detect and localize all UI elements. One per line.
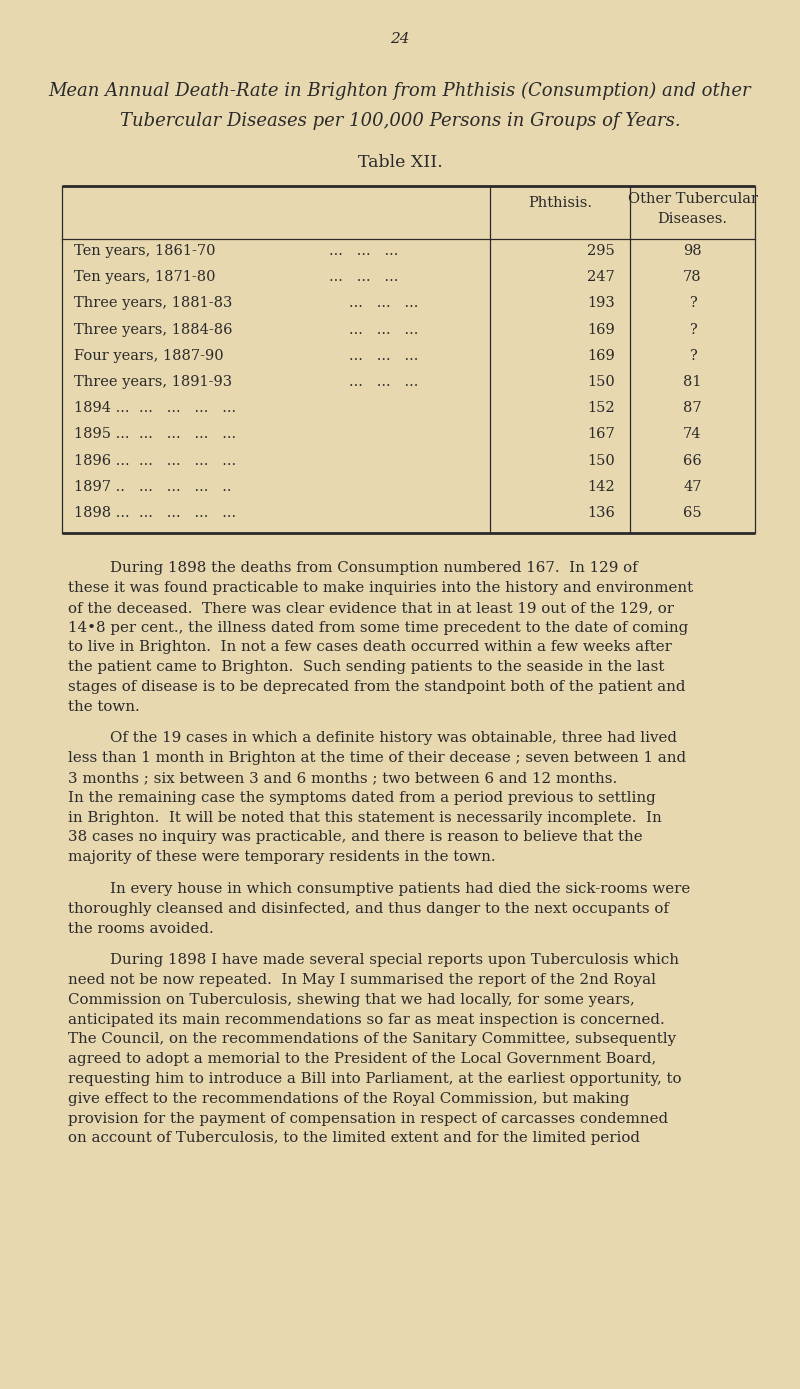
Text: ...   ...   ...: ... ... ... [349, 349, 418, 363]
Text: In every house in which consumptive patients had died the sick-rooms were: In every house in which consumptive pati… [110, 882, 690, 896]
Text: 247: 247 [587, 271, 615, 285]
Text: Other Tubercular: Other Tubercular [627, 192, 758, 206]
Text: 1897 ..: 1897 .. [74, 479, 125, 494]
Text: ?: ? [689, 296, 696, 310]
Text: ...   ...   ...: ... ... ... [329, 244, 398, 258]
Text: 169: 169 [587, 322, 615, 336]
Text: Phthisis.: Phthisis. [528, 196, 592, 210]
Text: 152: 152 [587, 401, 615, 415]
Text: need not be now repeated.  In May I summarised the report of the 2nd Royal: need not be now repeated. In May I summa… [68, 974, 656, 988]
Text: 150: 150 [587, 375, 615, 389]
Text: Of the 19 cases in which a definite history was obtainable, three had lived: Of the 19 cases in which a definite hist… [110, 732, 677, 746]
Text: the patient came to Brighton.  Such sending patients to the seaside in the last: the patient came to Brighton. Such sendi… [68, 660, 664, 674]
Text: ...   ...   ...: ... ... ... [329, 271, 398, 285]
Text: give effect to the recommendations of the Royal Commission, but making: give effect to the recommendations of th… [68, 1092, 630, 1106]
Text: these it was found practicable to make inquiries into the history and environmen: these it was found practicable to make i… [68, 581, 693, 594]
Text: The Council, on the recommendations of the Sanitary Committee, subsequently: The Council, on the recommendations of t… [68, 1032, 676, 1046]
Text: ...   ...   ...: ... ... ... [349, 375, 418, 389]
Text: less than 1 month in Brighton at the time of their decease ; seven between 1 and: less than 1 month in Brighton at the tim… [68, 751, 686, 765]
Text: 169: 169 [587, 349, 615, 363]
Text: 1895 ...: 1895 ... [74, 428, 130, 442]
Text: Commission on Tuberculosis, shewing that we had locally, for some years,: Commission on Tuberculosis, shewing that… [68, 993, 634, 1007]
Text: Three years, 1881-83: Three years, 1881-83 [74, 296, 232, 310]
Text: Ten years, 1861-70: Ten years, 1861-70 [74, 244, 215, 258]
Text: 193: 193 [587, 296, 615, 310]
Text: agreed to adopt a memorial to the President of the Local Government Board,: agreed to adopt a memorial to the Presid… [68, 1053, 656, 1067]
Text: of the deceased.  There was clear evidence that in at least 19 out of the 129, o: of the deceased. There was clear evidenc… [68, 601, 674, 615]
Text: ...   ...   ...   ...: ... ... ... ... [139, 454, 236, 468]
Text: stages of disease is to be deprecated from the standpoint both of the patient an: stages of disease is to be deprecated fr… [68, 681, 686, 694]
Text: 142: 142 [587, 479, 615, 494]
Text: Diseases.: Diseases. [658, 213, 727, 226]
Text: ...   ...   ...   ..: ... ... ... .. [139, 479, 231, 494]
Text: requesting him to introduce a Bill into Parliament, at the earliest opportunity,: requesting him to introduce a Bill into … [68, 1072, 682, 1086]
Text: Tubercular Diseases per 100,000 Persons in Groups of Years.: Tubercular Diseases per 100,000 Persons … [120, 113, 680, 131]
Text: 295: 295 [587, 244, 615, 258]
Text: Four years, 1887-90: Four years, 1887-90 [74, 349, 224, 363]
Text: provision for the payment of compensation in respect of carcasses condemned: provision for the payment of compensatio… [68, 1111, 668, 1125]
Text: 3 months ; six between 3 and 6 months ; two between 6 and 12 months.: 3 months ; six between 3 and 6 months ; … [68, 771, 618, 785]
Text: 24: 24 [390, 32, 410, 46]
Text: ...   ...   ...: ... ... ... [349, 322, 418, 336]
Text: 1894 ...: 1894 ... [74, 401, 130, 415]
Text: 150: 150 [587, 454, 615, 468]
Text: 1896 ...: 1896 ... [74, 454, 130, 468]
Text: to live in Brighton.  In not a few cases death occurred within a few weeks after: to live in Brighton. In not a few cases … [68, 640, 672, 654]
Text: the rooms avoided.: the rooms avoided. [68, 921, 214, 936]
Text: 87: 87 [683, 401, 702, 415]
Text: Three years, 1884-86: Three years, 1884-86 [74, 322, 233, 336]
Text: 78: 78 [683, 271, 702, 285]
Text: 14•8 per cent., the illness dated from some time precedent to the date of coming: 14•8 per cent., the illness dated from s… [68, 621, 688, 635]
Text: 1898 ...: 1898 ... [74, 506, 130, 519]
Text: During 1898 the deaths from Consumption numbered 167.  In 129 of: During 1898 the deaths from Consumption … [110, 561, 638, 575]
Text: ...   ...   ...   ...: ... ... ... ... [139, 506, 236, 519]
Text: 66: 66 [683, 454, 702, 468]
Text: ...   ...   ...   ...: ... ... ... ... [139, 428, 236, 442]
Text: Table XII.: Table XII. [358, 154, 442, 171]
Text: In the remaining case the symptoms dated from a period previous to settling: In the remaining case the symptoms dated… [68, 790, 656, 804]
Text: 38 cases no inquiry was practicable, and there is reason to believe that the: 38 cases no inquiry was practicable, and… [68, 831, 642, 845]
Text: ?: ? [689, 322, 696, 336]
Text: 167: 167 [587, 428, 615, 442]
Text: During 1898 I have made several special reports upon Tuberculosis which: During 1898 I have made several special … [110, 953, 679, 967]
Text: Ten years, 1871-80: Ten years, 1871-80 [74, 271, 215, 285]
Text: 47: 47 [683, 479, 702, 494]
Text: the town.: the town. [68, 700, 140, 714]
Text: Three years, 1891-93: Three years, 1891-93 [74, 375, 232, 389]
Text: 74: 74 [683, 428, 702, 442]
Text: 136: 136 [587, 506, 615, 519]
Text: 98: 98 [683, 244, 702, 258]
Text: on account of Tuberculosis, to the limited extent and for the limited period: on account of Tuberculosis, to the limit… [68, 1132, 640, 1146]
Text: 81: 81 [683, 375, 702, 389]
Text: ...   ...   ...   ...: ... ... ... ... [139, 401, 236, 415]
Text: in Brighton.  It will be noted that this statement is necessarily incomplete.  I: in Brighton. It will be noted that this … [68, 811, 662, 825]
Text: majority of these were temporary residents in the town.: majority of these were temporary residen… [68, 850, 496, 864]
Text: thoroughly cleansed and disinfected, and thus danger to the next occupants of: thoroughly cleansed and disinfected, and… [68, 901, 669, 915]
Text: ?: ? [689, 349, 696, 363]
Text: anticipated its main recommendations so far as meat inspection is concerned.: anticipated its main recommendations so … [68, 1013, 665, 1026]
Text: Mean Annual Death-Rate in Brighton from Phthisis (Consumption) and other: Mean Annual Death-Rate in Brighton from … [49, 82, 751, 100]
Text: 65: 65 [683, 506, 702, 519]
Text: ...   ...   ...: ... ... ... [349, 296, 418, 310]
